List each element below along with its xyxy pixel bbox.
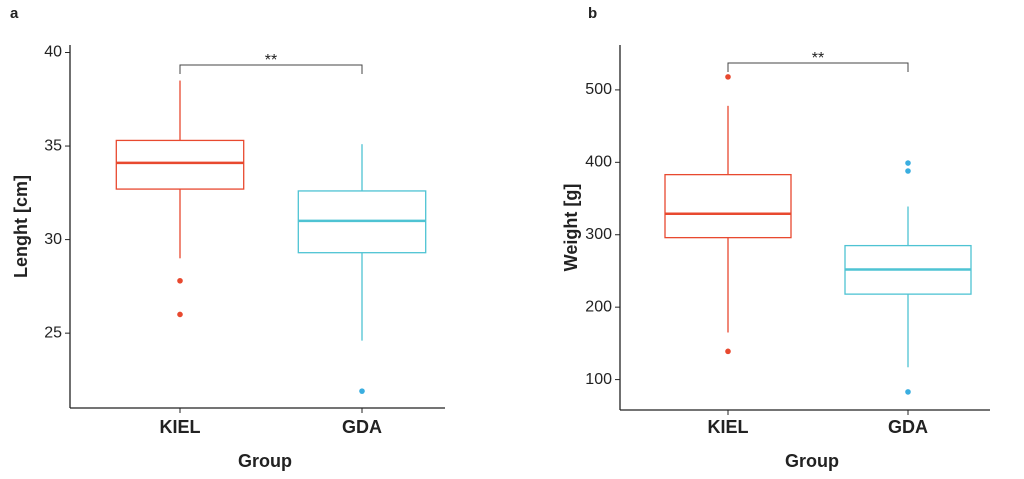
y-tick-label: 25 (44, 324, 62, 341)
y-tick-label: 200 (585, 298, 612, 315)
outlier (359, 388, 365, 394)
outlier (177, 277, 183, 284)
box (115, 139, 245, 190)
y-axis-title: Weight [g] (561, 184, 581, 272)
significance-bracket (179, 64, 363, 74)
x-axis-title: Group (238, 451, 292, 471)
x-tick-label: GDA (888, 417, 928, 437)
panel-label: b (588, 5, 597, 22)
x-axis-title: Group (785, 451, 839, 471)
outlier (905, 160, 911, 166)
y-tick-label: 100 (585, 371, 612, 388)
significance-bracket (727, 62, 909, 72)
y-axis-title: Lenght [cm] (11, 175, 31, 278)
y-tick-label: 30 (44, 231, 62, 248)
y-tick-label: 35 (44, 137, 62, 154)
box (664, 173, 792, 239)
y-tick-label: 500 (585, 81, 612, 98)
outlier (905, 389, 911, 395)
outlier (725, 348, 731, 355)
outlier (725, 74, 731, 80)
x-tick-label: GDA (342, 417, 382, 437)
x-tick-label: KIEL (707, 417, 748, 437)
panel-label: a (10, 5, 19, 22)
x-tick-label: KIEL (159, 417, 200, 437)
y-tick-label: 400 (585, 154, 612, 171)
y-tick-label: 300 (585, 226, 612, 243)
significance-label: ** (265, 52, 277, 69)
significance-label: ** (812, 50, 824, 67)
outlier (177, 311, 183, 318)
outlier (905, 168, 911, 174)
y-tick-label: 40 (44, 44, 62, 61)
